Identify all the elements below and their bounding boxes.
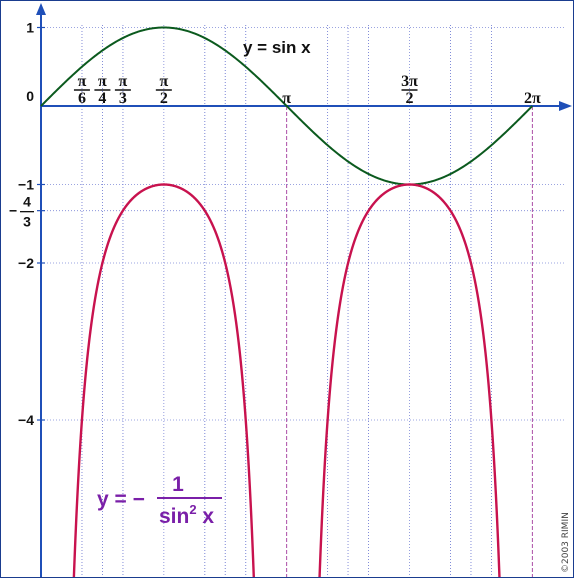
x-tick-denominator: 6	[78, 90, 86, 107]
x-tick-numerator: π	[119, 73, 128, 90]
cosec-curve-branch-2	[318, 183, 501, 577]
x-tick-numerator: 3π	[401, 73, 418, 90]
y-tick-label: 1	[26, 20, 34, 36]
formula-label: y = − 1 sin2 x	[97, 473, 222, 528]
x-tick-numerator: π	[78, 73, 87, 90]
sin-curve	[40, 26, 534, 186]
x-tick-denominator: 2	[160, 90, 168, 107]
formula-denominator: sin2 x	[159, 502, 214, 528]
x-tick-fraction: 3π2	[401, 73, 418, 107]
formula-lhs: y = −	[97, 488, 145, 511]
curves	[40, 26, 534, 577]
y-tick-label: −2	[18, 255, 34, 271]
sin-curve-label: y = sin x	[243, 38, 311, 57]
x-tick-fraction: π2	[155, 73, 172, 107]
y-tick-numerator: 4	[23, 194, 31, 210]
axes	[36, 3, 572, 577]
copyright-text: ©2003 RIMIN	[561, 512, 571, 573]
grid	[41, 25, 566, 577]
y-tick-label: −1	[18, 177, 34, 193]
y-tick-label: 0	[26, 88, 34, 104]
x-axis-arrow	[559, 101, 572, 111]
x-tick-denominator: 4	[98, 90, 106, 107]
y-tick-sign: −	[9, 203, 17, 219]
x-tick-numerator: π	[98, 73, 107, 90]
y-tick-fraction: −4 3	[9, 194, 34, 230]
x-tick-denominator: 3	[119, 90, 127, 107]
x-tick-numerator: π	[159, 73, 168, 90]
formula-numerator: 1	[172, 473, 184, 496]
y-tick-label: −4	[18, 412, 34, 428]
x-tick-fraction: π4	[94, 73, 111, 107]
y-tick-denominator: 3	[23, 214, 31, 230]
x-tick-denominator: 2	[406, 90, 414, 107]
x-tick-label: 2π	[524, 90, 541, 107]
x-tick-fraction: π6	[73, 73, 90, 107]
cosec-curve-branch-1	[72, 183, 255, 577]
y-axis-arrow	[36, 3, 46, 15]
x-tick-label: π	[282, 90, 291, 107]
x-tick-fraction: π3	[114, 73, 131, 107]
